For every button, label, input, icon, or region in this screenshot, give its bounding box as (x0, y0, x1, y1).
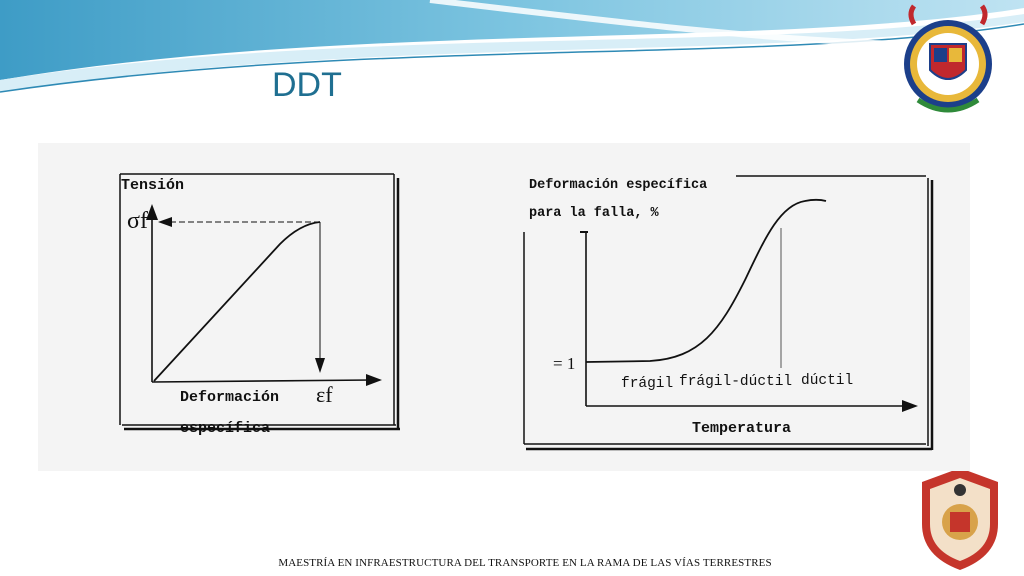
slide-title: DDT (272, 66, 342, 104)
scanned-figure-area (38, 143, 970, 471)
right-y-tick-label: = 1 (553, 354, 576, 373)
region-label-fragil-ductil: frágil-dúctil (679, 374, 793, 390)
epsilon-f-marker: εf (316, 382, 333, 407)
ductility-transition-curve (585, 198, 827, 363)
region-label-fragil: frágil (621, 376, 674, 392)
stress-strain-curve (153, 221, 321, 382)
sigma-f-arrow (158, 217, 172, 227)
faculty-seal-icon (922, 468, 998, 570)
university-seal-icon (904, 4, 992, 113)
left-x-axis-label-line2: específica (180, 420, 271, 437)
left-y-axis-label: Tensión (121, 177, 185, 194)
right-y-axis-label-line1: Deformación específica (529, 178, 708, 193)
header-wave-decoration (0, 0, 1024, 93)
region-label-ductil: dúctil (801, 373, 854, 389)
left-x-arrow (366, 374, 382, 386)
right-x-arrow (902, 400, 918, 412)
left-x-axis (151, 379, 373, 383)
right-x-axis-label: Temperatura (692, 420, 792, 437)
left-y-arrow (146, 204, 158, 220)
right-y-axis-label-line2: para la falla, % (529, 206, 659, 221)
left-x-axis-label-line1: Deformación (180, 389, 280, 406)
left-diagram-frame (119, 173, 400, 431)
epsilon-f-arrow (315, 358, 325, 373)
right-diagram-frame (523, 175, 934, 451)
slide-footer: MAESTRÍA EN INFRAESTRUCTURA DEL TRANSPOR… (278, 557, 772, 569)
sigma-f-marker: σf (127, 208, 148, 234)
